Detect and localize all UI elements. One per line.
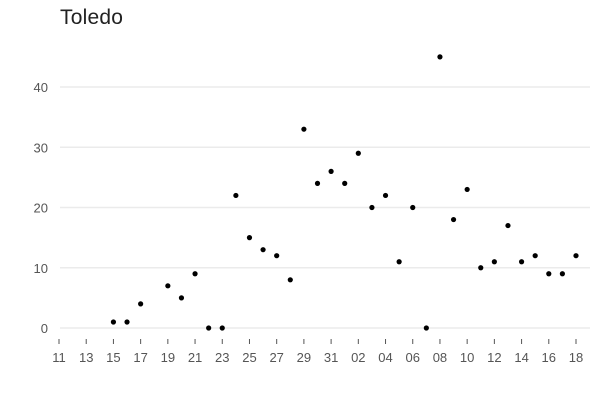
data-point: [518, 259, 525, 265]
data-point: [410, 204, 416, 211]
data-point: [301, 126, 307, 132]
x-tick-label: 06: [406, 350, 420, 365]
x-tick-label: 16: [542, 350, 556, 365]
data-point: [478, 265, 484, 271]
y-tick-label: 30: [34, 140, 48, 155]
data-point: [124, 319, 130, 325]
data-point: [178, 295, 185, 301]
y-tick-label: 40: [34, 80, 48, 95]
data-point: [287, 277, 293, 283]
x-tick-label: 02: [351, 350, 365, 365]
x-tick-label: 23: [215, 350, 229, 365]
x-tick-label: 17: [133, 350, 147, 365]
data-point: [573, 253, 579, 259]
data-point: [314, 180, 321, 186]
x-tick-label: 25: [242, 350, 256, 365]
data-point: [192, 271, 198, 277]
data-point: [219, 325, 225, 331]
data-point: [328, 168, 334, 174]
x-tick-label: 11: [52, 350, 66, 365]
data-point: [505, 222, 511, 229]
y-tick-label: 10: [34, 261, 48, 276]
x-tick-label: 04: [378, 350, 392, 365]
data-point: [396, 259, 402, 265]
data-point: [532, 253, 538, 259]
data-point: [246, 235, 253, 241]
x-tick-label: 13: [79, 350, 93, 365]
data-point: [437, 54, 443, 60]
y-tick-label: 20: [34, 201, 48, 216]
x-tick-label: 10: [460, 350, 474, 365]
x-axis: 11 13 15 17 19 21 23 25 27 29 31 02 04 06 08 10 12 14 16 18: [52, 339, 583, 365]
chart-title: Toledo: [60, 6, 124, 29]
grid-layer: [60, 86, 590, 329]
x-tick-label: 31: [324, 350, 338, 365]
x-tick-label: 14: [514, 350, 528, 365]
x-tick-label: 08: [433, 350, 447, 365]
data-point: [165, 283, 171, 289]
data-point: [559, 271, 565, 277]
data-point: [138, 301, 144, 307]
data-point: [260, 247, 266, 253]
x-tick-label: 21: [188, 350, 202, 365]
y-axis: 0 10 20 30 40: [34, 80, 48, 336]
x-tick-label: 19: [161, 350, 175, 365]
data-point: [274, 253, 280, 259]
data-point: [464, 186, 470, 193]
x-tick-label: 15: [106, 350, 120, 365]
x-tick-label: 29: [297, 350, 311, 365]
data-point: [233, 192, 239, 199]
x-tick-label: 12: [487, 350, 501, 365]
data-point: [369, 204, 375, 211]
data-point: [342, 180, 348, 186]
x-tick-label: 18: [569, 350, 583, 365]
y-tick-label: 0: [41, 321, 48, 336]
data-point: [423, 325, 429, 331]
data-point: [110, 319, 117, 325]
data-point: [450, 216, 457, 223]
data-point: [206, 325, 212, 331]
data-point: [355, 150, 361, 156]
x-tick-label: 27: [269, 350, 283, 365]
points-layer: [110, 54, 579, 331]
data-point: [382, 192, 389, 199]
data-point: [491, 259, 497, 265]
data-point: [546, 271, 552, 277]
